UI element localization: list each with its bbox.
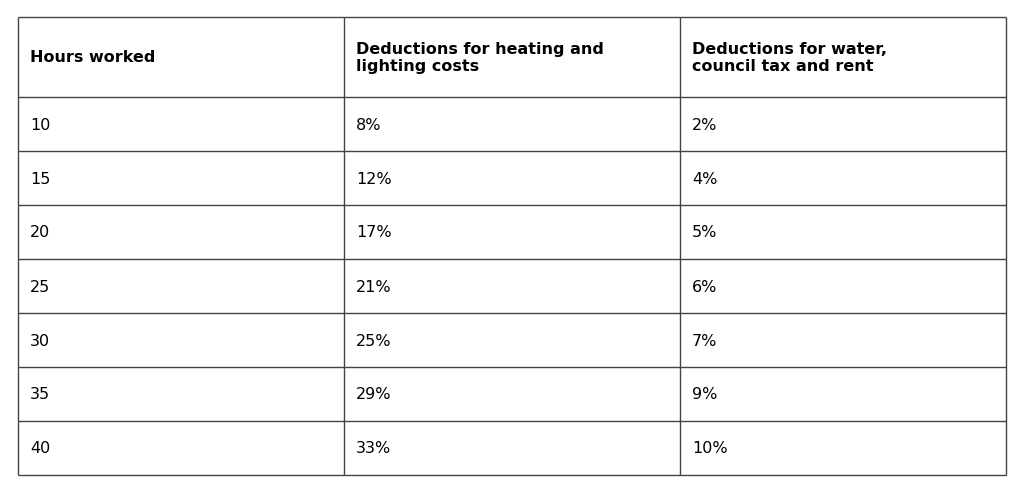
Text: 10%: 10% — [692, 441, 728, 456]
Text: 29%: 29% — [356, 387, 391, 402]
Text: Deductions for water,
council tax and rent: Deductions for water, council tax and re… — [692, 42, 887, 74]
Text: 2%: 2% — [692, 117, 718, 132]
Text: 7%: 7% — [692, 333, 718, 348]
Text: 4%: 4% — [692, 171, 718, 186]
Text: 17%: 17% — [356, 225, 391, 240]
Text: 5%: 5% — [692, 225, 718, 240]
Text: 40: 40 — [30, 441, 50, 456]
Text: 10: 10 — [30, 117, 50, 132]
Text: 6%: 6% — [692, 279, 718, 294]
Text: 9%: 9% — [692, 387, 718, 402]
Text: 15: 15 — [30, 171, 50, 186]
Text: 21%: 21% — [356, 279, 391, 294]
Text: 8%: 8% — [356, 117, 382, 132]
Text: Deductions for heating and
lighting costs: Deductions for heating and lighting cost… — [356, 42, 604, 74]
Text: 20: 20 — [30, 225, 50, 240]
Text: 12%: 12% — [356, 171, 391, 186]
Text: 30: 30 — [30, 333, 50, 348]
Text: 25: 25 — [30, 279, 50, 294]
Text: 25%: 25% — [356, 333, 391, 348]
Text: Hours worked: Hours worked — [30, 50, 156, 65]
Text: 33%: 33% — [356, 441, 391, 456]
Text: 35: 35 — [30, 387, 50, 402]
